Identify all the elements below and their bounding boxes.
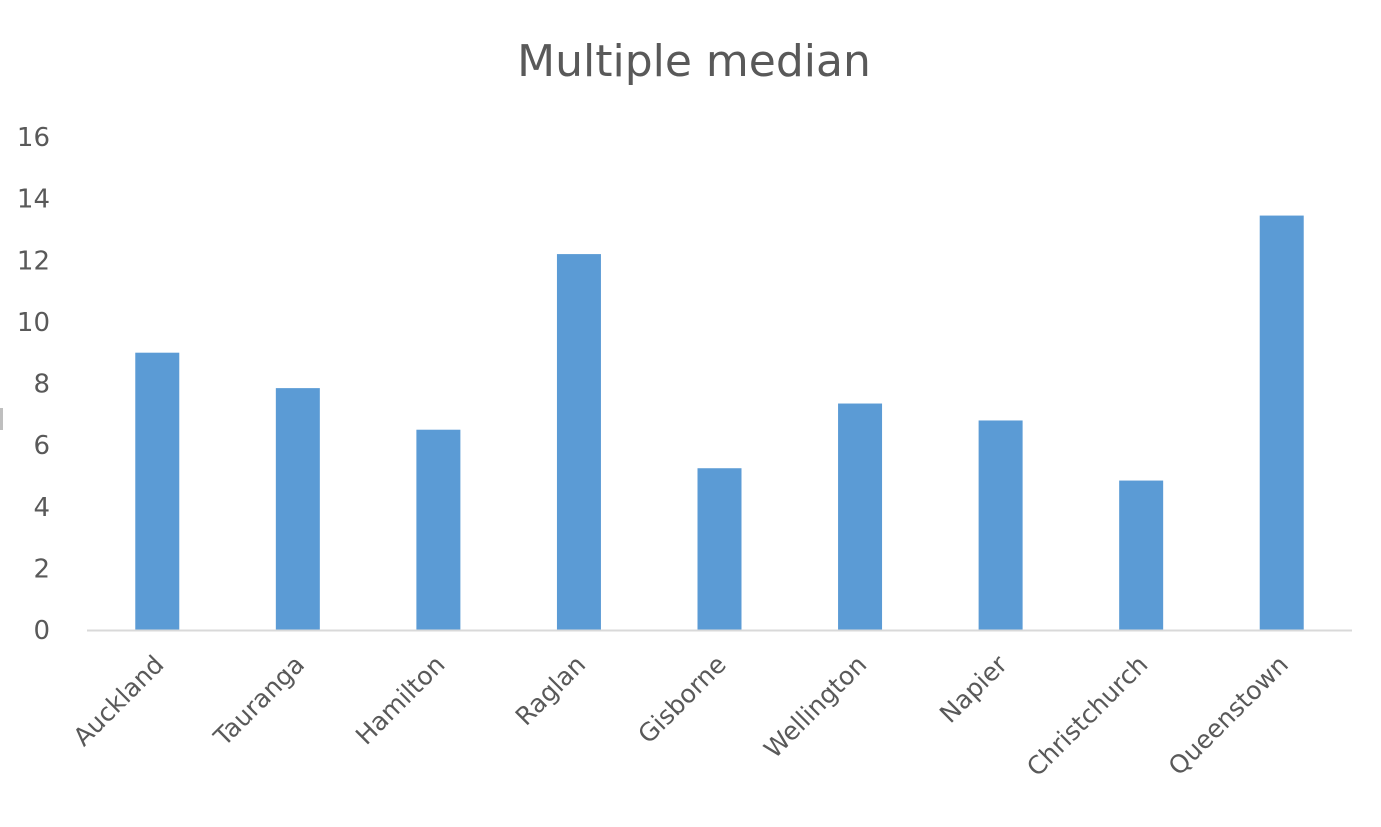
x-category-label: Tauranga	[208, 650, 310, 752]
bar	[1119, 480, 1164, 630]
x-category-label: Hamilton	[350, 650, 451, 751]
y-tick-label: 6	[33, 431, 50, 461]
bar	[1259, 215, 1304, 630]
x-category-label: Napier	[934, 649, 1013, 728]
y-tick-label: 14	[17, 185, 50, 215]
x-category-label: Raglan	[510, 650, 591, 731]
x-category-label: Gisborne	[632, 650, 731, 749]
y-tick-label: 16	[17, 123, 50, 153]
bar	[416, 429, 461, 630]
y-tick-label: 0	[33, 616, 50, 646]
bar	[556, 254, 601, 630]
y-tick-label: 12	[17, 246, 50, 276]
x-axis-category-labels: Auckland Tauranga Hamilton Raglan Gisborne We…	[68, 649, 1294, 782]
bar	[275, 388, 320, 630]
y-tick-label: 2	[33, 554, 50, 584]
bar	[838, 403, 883, 630]
bar	[978, 420, 1023, 630]
chart-title: Multiple median	[517, 36, 871, 87]
y-axis-ticks: 0 2 4 6 8 10 12 14 16	[17, 123, 50, 646]
bars	[135, 215, 1304, 630]
y-tick-label: 10	[17, 308, 50, 338]
bar	[135, 352, 180, 630]
x-category-label: Christchurch	[1021, 650, 1153, 782]
y-tick-label: 8	[33, 370, 50, 400]
x-category-label: Wellington	[758, 650, 872, 764]
y-tick-label: 4	[33, 493, 50, 523]
bar	[697, 468, 742, 630]
x-category-label: Queenstown	[1163, 650, 1294, 781]
x-category-label: Auckland	[68, 650, 170, 752]
left-edge-mark	[0, 408, 3, 430]
